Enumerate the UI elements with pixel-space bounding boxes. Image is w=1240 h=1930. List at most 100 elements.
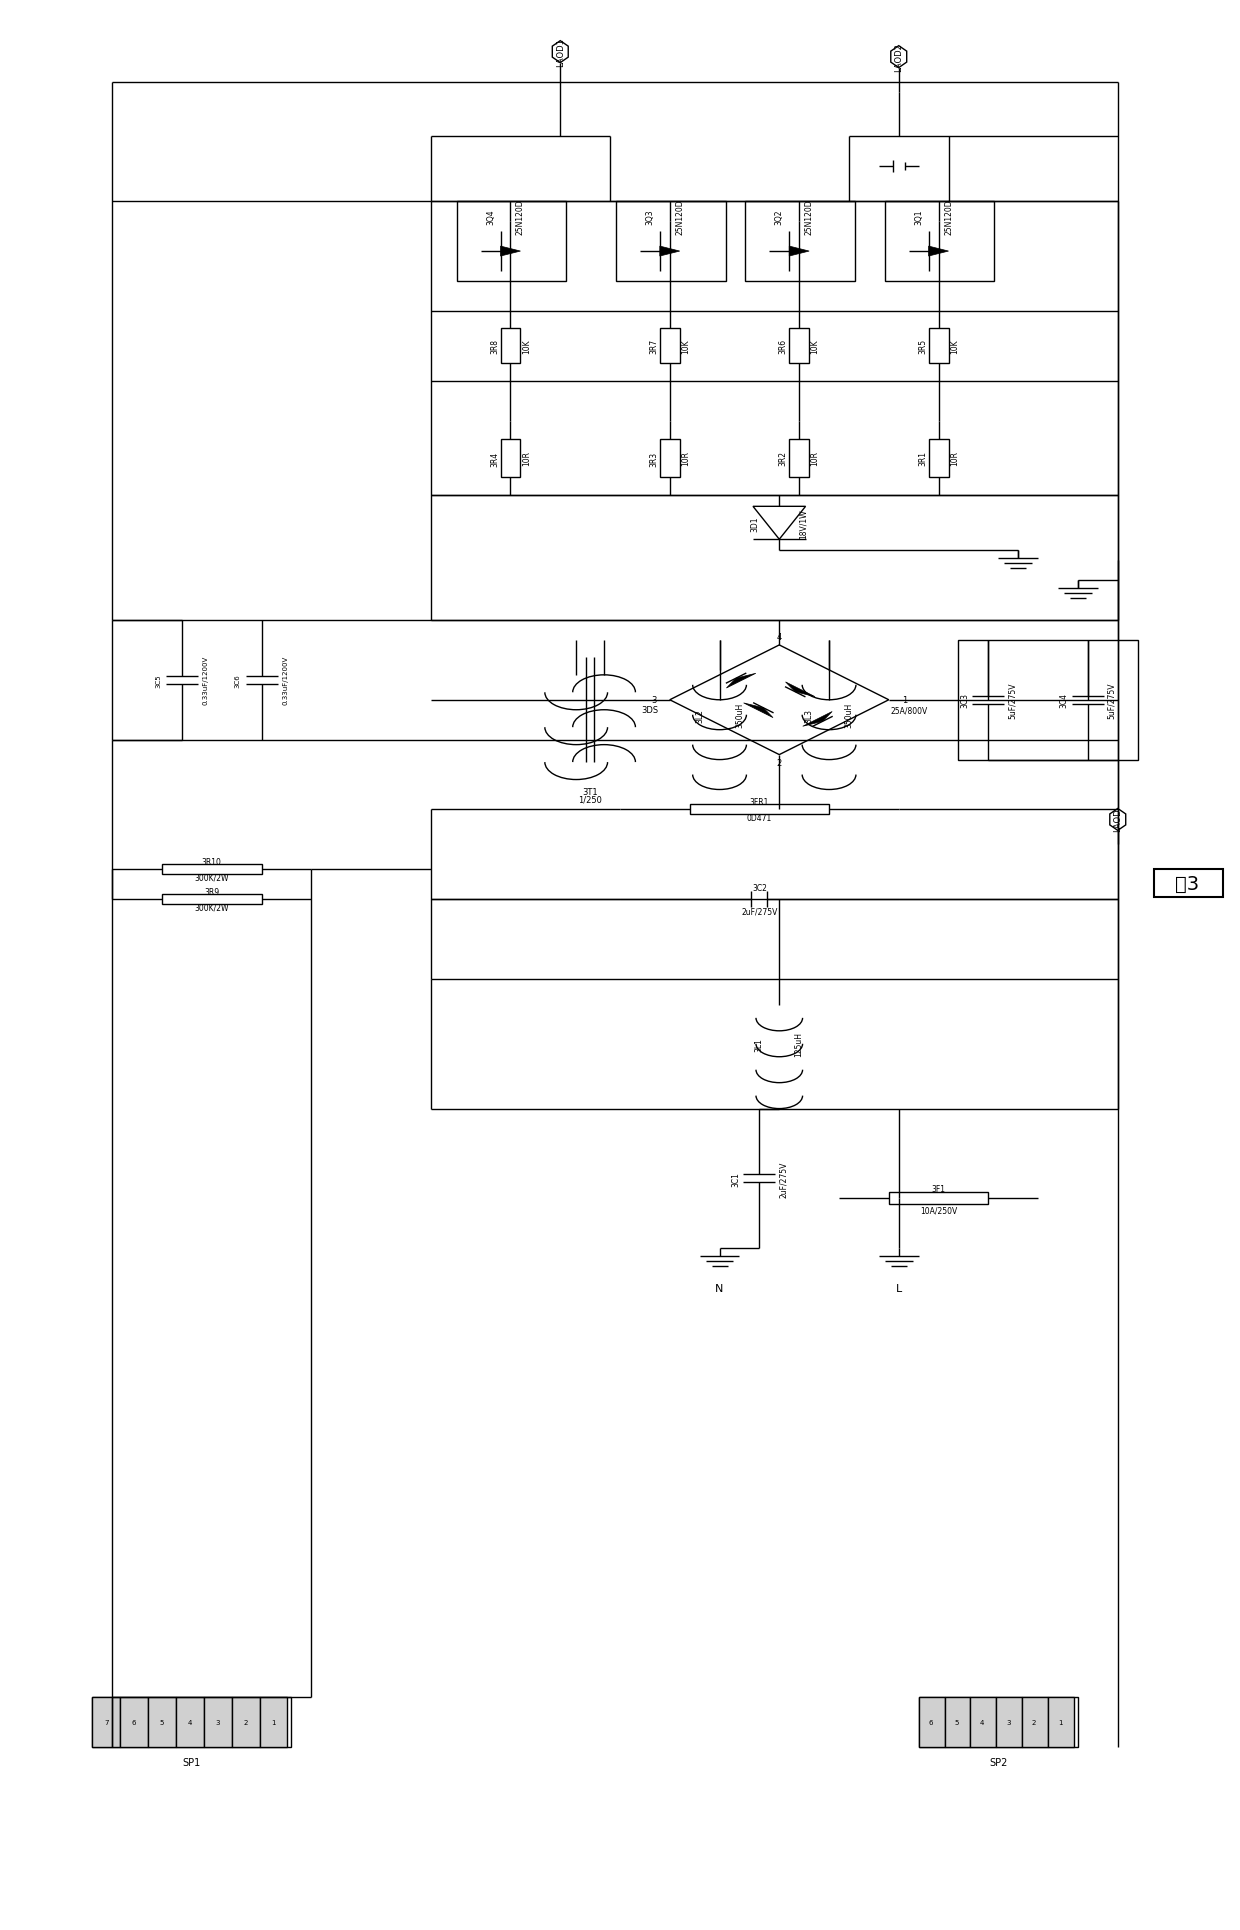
Text: 3C2: 3C2 — [751, 884, 766, 892]
Text: 3C6: 3C6 — [234, 674, 241, 687]
Text: 10R: 10R — [681, 452, 691, 467]
Polygon shape — [727, 674, 756, 689]
Polygon shape — [660, 247, 680, 257]
Text: L: L — [895, 1283, 901, 1293]
Bar — [162, 896, 262, 905]
Bar — [232, 1696, 259, 1747]
Text: 3T1: 3T1 — [583, 787, 598, 797]
Text: 3Q3: 3Q3 — [645, 208, 655, 226]
Bar — [501, 330, 521, 365]
Polygon shape — [744, 704, 773, 718]
Bar — [971, 1696, 996, 1747]
Text: 3D1: 3D1 — [751, 515, 760, 531]
Bar — [689, 805, 830, 814]
Text: 3DS: 3DS — [641, 706, 658, 714]
Text: 5: 5 — [955, 1720, 959, 1725]
Text: 6: 6 — [929, 1720, 932, 1725]
Bar — [120, 1696, 148, 1747]
Text: 2: 2 — [243, 1720, 248, 1725]
Text: 18V/1W: 18V/1W — [799, 510, 807, 538]
Text: 3R5: 3R5 — [918, 340, 928, 355]
Bar — [959, 641, 1137, 760]
Bar — [789, 440, 810, 477]
Text: 10R: 10R — [950, 452, 959, 467]
Bar — [945, 1696, 971, 1747]
Text: 3FR1: 3FR1 — [750, 797, 769, 807]
Text: 3Q2: 3Q2 — [775, 208, 784, 224]
Text: 3C4: 3C4 — [1059, 693, 1069, 708]
Text: 25N120D: 25N120D — [805, 199, 813, 235]
Text: 10K: 10K — [522, 340, 531, 353]
Polygon shape — [789, 247, 810, 257]
Text: 1/250: 1/250 — [578, 795, 603, 805]
Text: 6: 6 — [131, 1720, 136, 1725]
Text: 3Q4: 3Q4 — [486, 208, 495, 226]
Text: 3R3: 3R3 — [650, 452, 658, 467]
Text: 3R2: 3R2 — [779, 452, 787, 467]
Text: 2: 2 — [776, 758, 782, 768]
Text: 10K: 10K — [681, 340, 691, 353]
Text: 5: 5 — [160, 1720, 164, 1725]
Bar — [616, 203, 725, 282]
Bar — [885, 203, 994, 282]
Bar — [929, 330, 949, 365]
Bar — [929, 440, 949, 477]
Text: 4: 4 — [187, 1720, 192, 1725]
Text: 10K: 10K — [950, 340, 959, 353]
Bar — [259, 1696, 288, 1747]
Bar — [660, 330, 680, 365]
Text: 1: 1 — [901, 697, 908, 704]
Text: 0D471: 0D471 — [746, 814, 773, 822]
Bar — [919, 1696, 945, 1747]
Text: 3L3: 3L3 — [805, 708, 813, 722]
Text: 3R8: 3R8 — [490, 340, 498, 353]
Text: LAOD1: LAOD1 — [556, 39, 564, 68]
Bar — [1048, 1696, 1074, 1747]
Text: 3: 3 — [651, 697, 656, 704]
Text: 350uH: 350uH — [844, 703, 853, 728]
Text: 3Q1: 3Q1 — [914, 208, 923, 224]
Text: 3R9: 3R9 — [205, 888, 219, 896]
Text: 3: 3 — [1006, 1720, 1011, 1725]
Text: 3R7: 3R7 — [650, 340, 658, 355]
Text: 3C1: 3C1 — [732, 1172, 740, 1187]
Text: LAOD2: LAOD2 — [894, 42, 903, 71]
Text: 125uH: 125uH — [795, 1033, 804, 1058]
Text: 10R: 10R — [811, 452, 820, 467]
Text: 1: 1 — [1058, 1720, 1063, 1725]
Text: 0.33uF/1200V: 0.33uF/1200V — [203, 656, 208, 704]
Text: SP1: SP1 — [182, 1756, 201, 1766]
Text: 10A/250V: 10A/250V — [920, 1206, 957, 1216]
Text: 300K/2W: 300K/2W — [195, 903, 229, 913]
Bar — [1153, 870, 1224, 897]
Text: 4: 4 — [980, 1720, 985, 1725]
Bar — [996, 1696, 1022, 1747]
Text: 1: 1 — [272, 1720, 275, 1725]
Text: 3R4: 3R4 — [490, 452, 498, 467]
Text: 5uF/275V: 5uF/275V — [1107, 681, 1116, 718]
Bar — [162, 865, 262, 874]
Text: 0.33uF/1200V: 0.33uF/1200V — [283, 656, 289, 704]
Text: LAOD: LAOD — [1114, 809, 1122, 832]
Bar — [745, 203, 854, 282]
Text: 7: 7 — [104, 1720, 109, 1725]
Polygon shape — [501, 247, 521, 257]
Bar — [1022, 1696, 1048, 1747]
Text: 3R6: 3R6 — [779, 340, 787, 355]
Text: N: N — [715, 1283, 724, 1293]
Text: 25N120D: 25N120D — [516, 199, 525, 235]
Text: 2: 2 — [1032, 1720, 1037, 1725]
Bar — [176, 1696, 203, 1747]
Text: SP2: SP2 — [990, 1756, 1007, 1766]
Text: 25N120D: 25N120D — [944, 199, 954, 235]
Text: 25N120D: 25N120D — [676, 199, 684, 235]
Text: 3: 3 — [216, 1720, 219, 1725]
Text: 3C3: 3C3 — [960, 693, 968, 708]
Polygon shape — [786, 683, 815, 697]
Bar — [148, 1696, 176, 1747]
Text: 10R: 10R — [522, 452, 531, 467]
Bar — [889, 1193, 988, 1204]
Text: 图3: 图3 — [1176, 874, 1199, 894]
Text: 2uF/275V: 2uF/275V — [779, 1160, 787, 1197]
Bar — [92, 1696, 291, 1747]
